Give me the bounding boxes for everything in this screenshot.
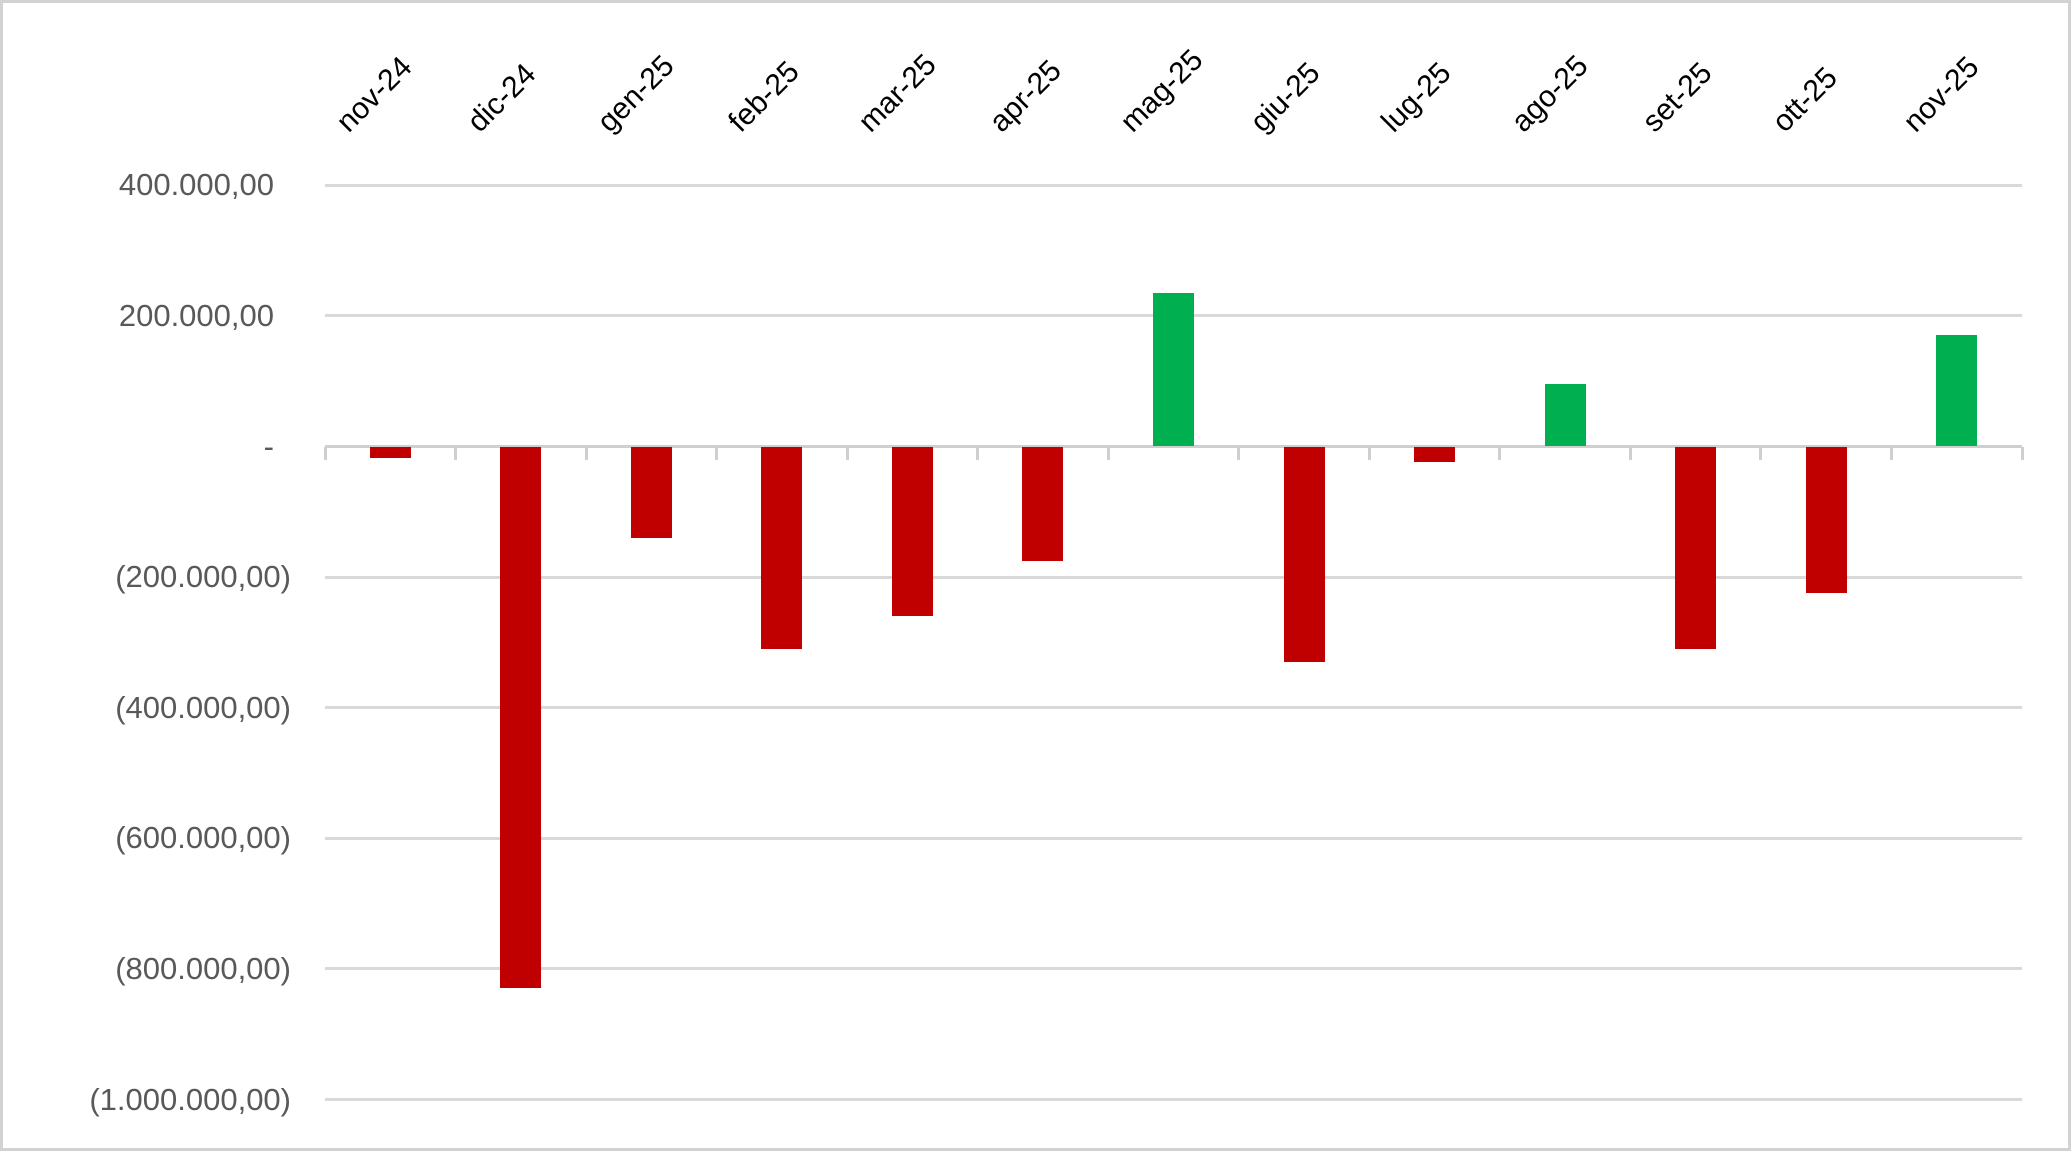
x-axis-tick bbox=[1628, 446, 1632, 460]
x-axis-tick bbox=[1759, 446, 1763, 460]
category-label: dic-24 bbox=[461, 57, 543, 139]
x-axis-tick bbox=[1498, 446, 1502, 460]
gridline bbox=[325, 183, 2023, 187]
bar-set-25 bbox=[1675, 446, 1717, 649]
x-axis-line bbox=[325, 445, 2023, 448]
y-axis-label: (800.000,00) bbox=[115, 950, 291, 986]
x-axis-tick bbox=[1237, 446, 1241, 460]
y-axis-label: 400.000,00 bbox=[118, 167, 274, 203]
bar-lug-25 bbox=[1414, 446, 1456, 463]
x-axis-tick bbox=[1889, 446, 1893, 460]
x-axis-tick bbox=[2020, 446, 2024, 460]
y-axis-label: (600.000,00) bbox=[115, 820, 291, 856]
bar-apr-25 bbox=[1022, 446, 1064, 561]
bar-ago-25 bbox=[1544, 384, 1586, 447]
y-axis-label: (400.000,00) bbox=[115, 689, 291, 725]
x-axis-tick bbox=[1367, 446, 1371, 460]
category-label: ago-25 bbox=[1505, 49, 1595, 139]
category-label: ott-25 bbox=[1766, 61, 1845, 139]
y-axis-label: 200.000,00 bbox=[118, 297, 274, 333]
x-axis-tick bbox=[845, 446, 849, 460]
bar-mar-25 bbox=[891, 446, 933, 617]
category-label: nov-25 bbox=[1897, 50, 1986, 139]
x-axis-tick bbox=[584, 446, 588, 460]
y-axis-label: - bbox=[263, 428, 274, 464]
bar-nov-25 bbox=[1936, 335, 1978, 447]
x-axis-tick bbox=[1106, 446, 1110, 460]
bar-dic-24 bbox=[500, 446, 542, 989]
category-label: set-25 bbox=[1635, 56, 1719, 139]
x-axis-tick bbox=[976, 446, 980, 460]
category-label: giu-25 bbox=[1244, 56, 1327, 139]
gridline bbox=[325, 706, 2023, 710]
bar-ott-25 bbox=[1805, 446, 1847, 594]
bar-giu-25 bbox=[1283, 446, 1325, 662]
category-label: nov-24 bbox=[330, 50, 419, 139]
category-label: feb-25 bbox=[722, 55, 806, 139]
bar-gen-25 bbox=[630, 446, 672, 538]
y-axis-label: (200.000,00) bbox=[115, 559, 291, 595]
category-label: apr-25 bbox=[983, 53, 1068, 139]
gridline bbox=[325, 836, 2023, 840]
gridline bbox=[325, 1098, 2023, 1101]
x-axis-tick bbox=[715, 446, 719, 460]
bar-feb-25 bbox=[761, 446, 803, 649]
gridline bbox=[325, 575, 2023, 579]
category-label: mar-25 bbox=[852, 48, 944, 139]
category-label: lug-25 bbox=[1374, 56, 1458, 139]
bar-nov-24 bbox=[369, 446, 411, 459]
category-label: gen-25 bbox=[591, 49, 681, 139]
bar-mag-25 bbox=[1153, 293, 1194, 447]
x-axis-tick bbox=[323, 446, 327, 460]
x-axis-tick bbox=[454, 446, 458, 460]
y-axis-label: (1.000.000,00) bbox=[89, 1081, 291, 1117]
category-label: mag-25 bbox=[1113, 43, 1210, 139]
gridline bbox=[325, 967, 2023, 971]
